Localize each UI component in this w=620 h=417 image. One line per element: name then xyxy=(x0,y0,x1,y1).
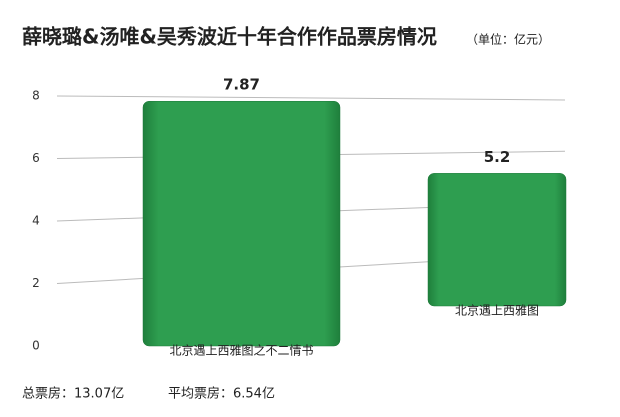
y-tick-label: 0 xyxy=(32,339,40,353)
chart-subtitle: （单位：亿元） xyxy=(466,32,550,47)
note: 总票房：13.07亿 xyxy=(22,386,124,402)
x-tick-label: 北京遇上西雅图 xyxy=(455,303,539,318)
grid-line xyxy=(56,95,566,101)
bar xyxy=(142,100,341,347)
y-tick-label: 8 xyxy=(32,89,40,103)
note: 平均票房：6.54亿 xyxy=(168,386,275,402)
value-label: 5.2 xyxy=(484,148,511,166)
y-tick-label: 4 xyxy=(32,214,40,228)
bar xyxy=(427,173,567,307)
chart-title: 薛晓璐&汤唯&吴秀波近十年合作作品票房情况 xyxy=(22,25,437,49)
y-tick-label: 2 xyxy=(32,276,40,290)
value-label: 7.87 xyxy=(223,76,260,94)
x-tick-label: 北京遇上西雅图之不二情书 xyxy=(169,343,313,358)
y-tick-label: 6 xyxy=(32,151,40,165)
